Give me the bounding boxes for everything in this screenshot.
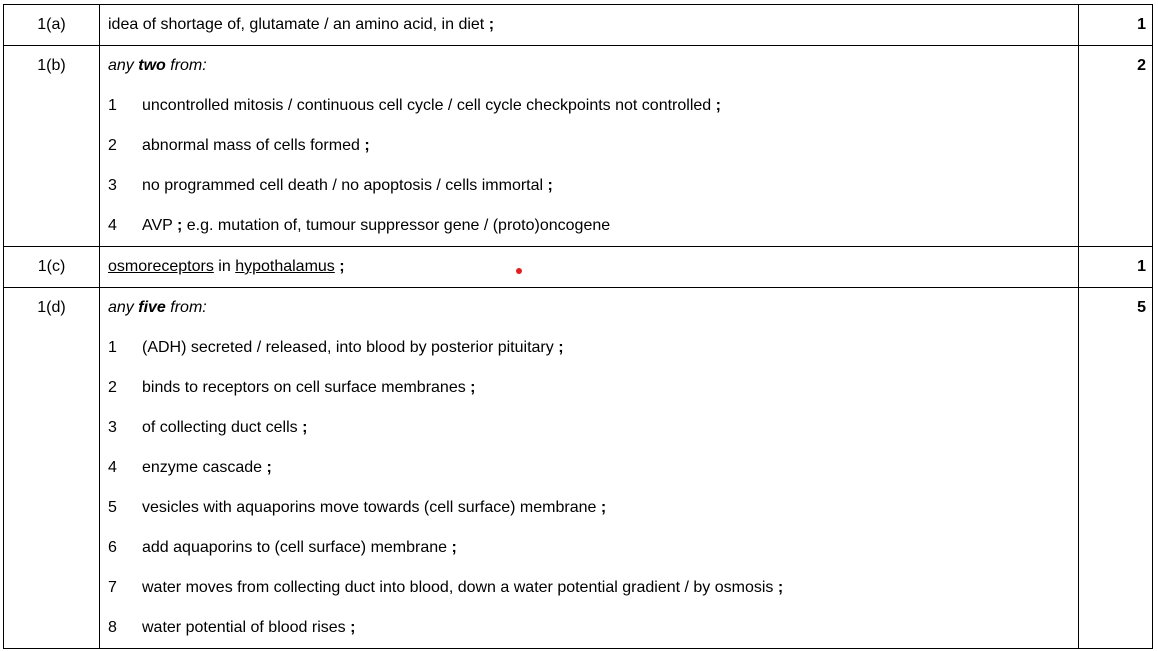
marks-value: 1: [1137, 16, 1146, 33]
question-number: 1(d): [37, 299, 66, 316]
point-number: 1: [108, 339, 117, 356]
answer-cell: any five from: 1 (ADH) secreted / release…: [99, 287, 1079, 649]
semicolon: ;: [302, 419, 308, 436]
marks-value: 5: [1137, 299, 1146, 316]
point-text: add aquaporins to (cell surface) membran…: [142, 539, 448, 556]
semicolon: ;: [558, 339, 564, 356]
point-number: 8: [108, 619, 117, 636]
marks-cell: 1: [1078, 4, 1153, 46]
marks-value: 2: [1137, 57, 1146, 74]
point-number: 4: [108, 217, 117, 234]
point-extra-text: e.g. mutation of, tumour suppressor gene…: [186, 217, 611, 234]
table-row: 1(a) idea of shortage of, glutamate / an…: [3, 4, 1153, 46]
intro-any: any: [108, 57, 134, 74]
answer-line: osmoreceptors in hypothalamus ;: [108, 247, 1078, 287]
point-text: binds to receptors on cell surface membr…: [142, 379, 466, 396]
point-text: enzyme cascade: [142, 459, 263, 476]
point-number: 5: [108, 499, 117, 516]
point-number: 3: [108, 177, 117, 194]
semicolon: ;: [451, 539, 457, 556]
question-number: 1(a): [37, 16, 66, 33]
semicolon: ;: [266, 459, 272, 476]
semicolon: ;: [547, 177, 553, 194]
answer-point: 3 no programmed cell death / no apoptosis…: [108, 166, 1078, 206]
intro-count: five: [138, 299, 166, 316]
semicolon: ;: [488, 16, 495, 33]
point-number: 2: [108, 137, 117, 154]
answer-cell: osmoreceptors in hypothalamus ;: [99, 246, 1079, 288]
semicolon: ;: [600, 499, 607, 516]
semicolon: ;: [715, 97, 721, 114]
intro-any: any: [108, 299, 134, 316]
marks-value: 1: [1137, 258, 1146, 275]
question-number-cell: 1(a): [3, 4, 100, 46]
point-number: 6: [108, 539, 117, 556]
answer-point: 5 vesicles with aquaporins move towards (…: [108, 488, 1078, 528]
red-annotation-dot: [516, 268, 522, 274]
semicolon: ;: [777, 579, 784, 596]
answer-point: 4 AVP ; e.g. mutation of, tumour suppress…: [108, 206, 1078, 246]
intro-from: from:: [170, 299, 207, 316]
question-number-cell: 1(b): [3, 45, 100, 247]
semicolon: ;: [339, 258, 345, 275]
answer-cell: idea of shortage of, glutamate / an amin…: [99, 4, 1079, 46]
answer-point: 1 (ADH) secreted / released, into blood b…: [108, 328, 1078, 368]
semicolon: ;: [364, 137, 370, 154]
answer-line: idea of shortage of, glutamate / an amin…: [108, 5, 1078, 45]
marks-cell: 2: [1078, 45, 1153, 247]
intro-count: two: [138, 57, 166, 74]
point-text: water moves from collecting duct into bl…: [142, 579, 774, 596]
answer-point: 8 water potential of blood rises ;: [108, 608, 1078, 648]
question-number: 1(c): [37, 258, 66, 275]
semicolon: ;: [470, 379, 476, 396]
marks-cell: 1: [1078, 246, 1153, 288]
point-number: 1: [108, 97, 117, 114]
point-text: no programmed cell death / no apoptosis …: [142, 177, 544, 194]
point-text: (ADH) secreted / released, into blood by…: [142, 339, 554, 356]
answer-text: in: [218, 258, 231, 275]
point-number: 2: [108, 379, 117, 396]
semicolon: ;: [177, 217, 183, 234]
underlined-term: osmoreceptors: [108, 258, 214, 275]
point-text: AVP: [142, 217, 173, 234]
table-row: 1(d) any five from: 1 (ADH) secreted / re…: [3, 287, 1153, 649]
point-number: 7: [108, 579, 117, 596]
underlined-term: hypothalamus: [235, 258, 335, 275]
answer-point: 3 of collecting duct cells ;: [108, 408, 1078, 448]
marks-cell: 5: [1078, 287, 1153, 649]
point-text: water potential of blood rises: [142, 619, 346, 636]
point-text: uncontrolled mitosis / continuous cell c…: [142, 97, 712, 114]
point-text: vesicles with aquaporins move towards (c…: [142, 499, 597, 516]
answer-point: 7 water moves from collecting duct into b…: [108, 568, 1078, 608]
answer-cell: any two from: 1 uncontrolled mitosis / co…: [99, 45, 1079, 247]
question-number: 1(b): [37, 57, 66, 74]
question-number-cell: 1(c): [3, 246, 100, 288]
point-number: 4: [108, 459, 117, 476]
answer-intro: any two from:: [108, 46, 1078, 86]
answer-point: 1 uncontrolled mitosis / continuous cell …: [108, 86, 1078, 126]
point-text: abnormal mass of cells formed: [142, 137, 360, 154]
point-number: 3: [108, 419, 117, 436]
point-text: of collecting duct cells: [142, 419, 298, 436]
question-number-cell: 1(d): [3, 287, 100, 649]
mark-scheme-table: 1(a) idea of shortage of, glutamate / an…: [3, 4, 1153, 649]
table-row: 1(c) osmoreceptors in hypothalamus ; 1: [3, 246, 1153, 288]
table-row: 1(b) any two from: 1 uncontrolled mitosis…: [3, 45, 1153, 247]
answer-text: idea of shortage of, glutamate / an amin…: [108, 16, 485, 33]
answer-point: 2 abnormal mass of cells formed ;: [108, 126, 1078, 166]
answer-intro: any five from:: [108, 288, 1078, 328]
intro-from: from:: [170, 57, 207, 74]
answer-point: 2 binds to receptors on cell surface memb…: [108, 368, 1078, 408]
answer-point: 6 add aquaporins to (cell surface) membra…: [108, 528, 1078, 568]
semicolon: ;: [350, 619, 356, 636]
answer-point: 4 enzyme cascade ;: [108, 448, 1078, 488]
